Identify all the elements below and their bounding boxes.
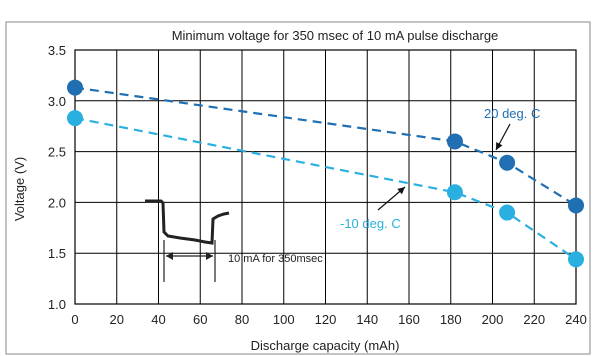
x-tick-label: 60	[193, 312, 207, 327]
data-point-series-1	[446, 184, 463, 201]
pulse-waveform-inset: 10 mA for 350msec	[145, 199, 323, 282]
x-tick-label: 200	[482, 312, 504, 327]
y-tick-label: 2.0	[48, 195, 66, 210]
series-layer	[67, 79, 584, 268]
y-tick-label: 3.5	[48, 43, 66, 58]
x-tick-label: 100	[273, 312, 295, 327]
plot-area-border	[74, 49, 577, 305]
data-point-series-0	[67, 79, 83, 96]
pulse-width-arrowhead-left	[166, 252, 173, 260]
legend-label-20c: 20 deg. C	[484, 106, 540, 121]
legend-arrow-m10c	[377, 186, 406, 211]
series-line-1	[74, 116, 577, 261]
y-tick-label: 1.0	[48, 297, 66, 312]
x-tick-label: 80	[235, 312, 249, 327]
x-tick-label: 140	[356, 312, 378, 327]
y-axis-label: Voltage (V)	[12, 157, 27, 221]
legend-arrow-20c	[495, 123, 511, 151]
x-tick-label: 180	[440, 312, 462, 327]
x-tick-label: 240	[565, 312, 587, 327]
x-tick-label: 120	[315, 312, 337, 327]
pulse-annotation-label: 10 mA for 350msec	[228, 253, 323, 265]
data-point-series-0	[568, 197, 584, 214]
y-tick-label: 2.5	[48, 145, 66, 160]
pulse-waveform-trace	[145, 199, 230, 245]
y-tick-label: 1.5	[48, 246, 66, 261]
data-point-series-1	[67, 110, 83, 127]
series-line-0	[74, 86, 577, 207]
data-point-series-0	[499, 154, 516, 171]
y-tick-label: 3.0	[48, 94, 66, 109]
data-point-series-1	[568, 251, 584, 268]
data-point-series-0	[446, 133, 463, 150]
x-tick-label: 220	[523, 312, 545, 327]
chart-title: Minimum voltage for 350 msec of 10 mA pu…	[172, 28, 499, 43]
x-tick-label: 40	[151, 312, 165, 327]
pulse-width-arrowhead-right	[206, 252, 213, 260]
x-axis-label: Discharge capacity (mAh)	[251, 338, 400, 353]
x-tick-label: 20	[110, 312, 124, 327]
legend-label-m10c: -10 deg. C	[340, 216, 401, 231]
axes: 0 20 40 60 80 100 120 140 160 180 200 220 240 1.0 1.5 2…	[48, 43, 587, 327]
x-tick-label: 160	[398, 312, 420, 327]
data-point-series-1	[499, 204, 516, 221]
x-tick-label: 0	[71, 312, 78, 327]
